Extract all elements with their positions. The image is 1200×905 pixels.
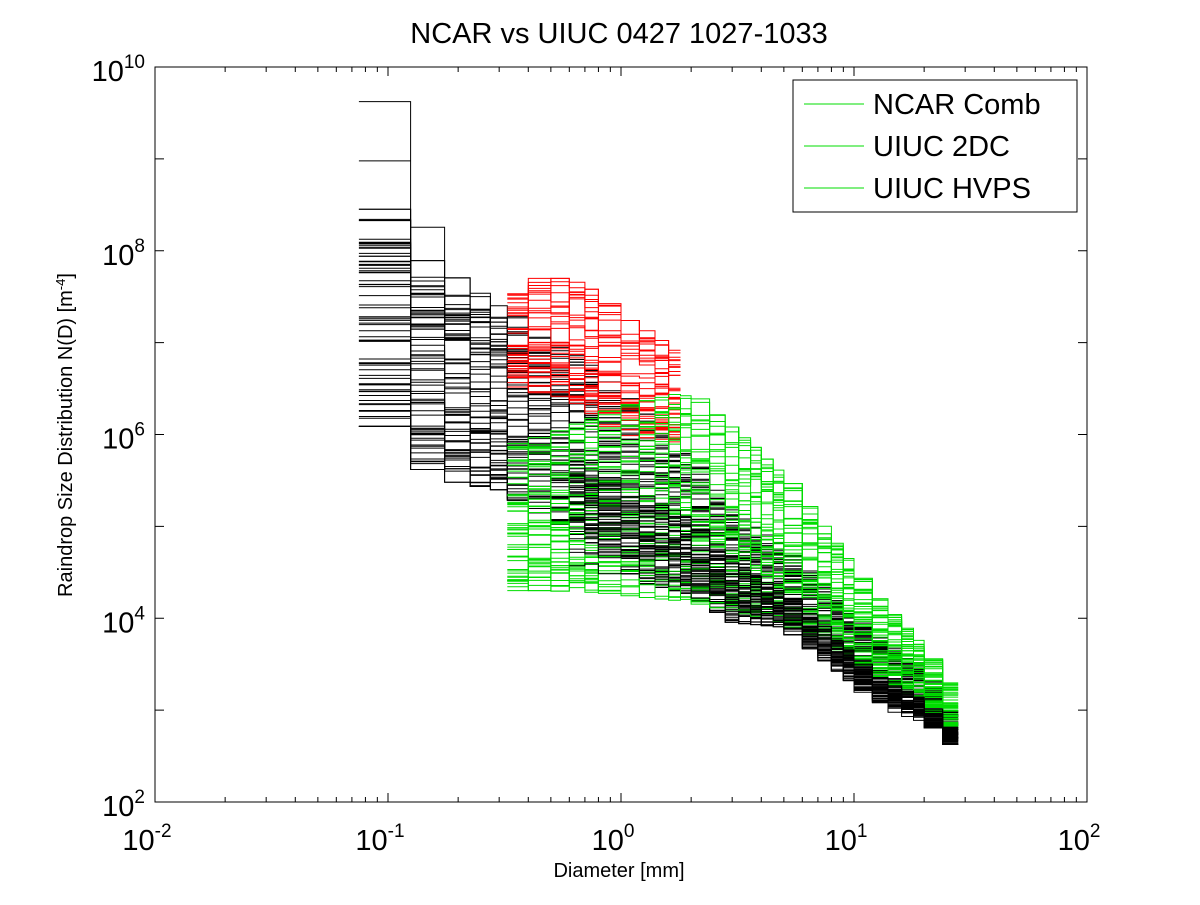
spectrum-line (569, 519, 959, 740)
y-tick-label: 104 (102, 603, 145, 639)
spectrum-line (358, 283, 959, 720)
legend: NCAR Comb UIUC 2DC UIUC HVPS (792, 79, 1078, 213)
y-tick-label-exp: 8 (134, 236, 145, 257)
y-tick-label-base: 10 (92, 56, 124, 88)
y-tick-label: 106 (102, 420, 145, 456)
y-tick-label: 1010 (92, 52, 145, 88)
x-tick-label-base: 10 (592, 825, 624, 857)
y-axis-label-sup: -4 (53, 279, 68, 291)
spectrum-line (358, 390, 959, 738)
y-tick-label-base: 10 (102, 424, 134, 456)
legend-label-uiuc-2dc: UIUC 2DC (873, 131, 1010, 163)
spectrum-line (569, 537, 959, 741)
data-layer (358, 101, 959, 745)
x-tick-label-base: 10 (122, 825, 154, 857)
x-axis-label: Diameter [mm] (553, 860, 684, 882)
spectrum-line (507, 315, 681, 391)
spectrum-line (507, 505, 959, 709)
spectrum-line (569, 514, 959, 735)
spectrum-line (569, 518, 959, 738)
x-tick-labels: 10-2 10-1 100 101 102 (122, 821, 1100, 857)
chart-title: NCAR vs UIUC 0427 1027-1033 (410, 18, 827, 50)
legend-entry-uiuc-hvps: UIUC HVPS (804, 173, 1031, 205)
y-axis-label: Raindrop Size Distribution N(D) [m-4] (53, 273, 78, 597)
legend-label-ncar-comb: NCAR Comb (873, 89, 1041, 121)
y-tick-label: 102 (102, 787, 145, 823)
x-tick-label-exp: 2 (1090, 821, 1101, 842)
spectrum-line (358, 267, 959, 723)
y-tick-label-base: 10 (102, 607, 134, 639)
y-tick-label: 108 (102, 236, 145, 272)
x-tick-label-exp: -2 (155, 821, 172, 842)
x-tick-label-exp: 1 (857, 821, 868, 842)
x-tick-label-exp: 0 (624, 821, 635, 842)
y-tick-label-exp: 6 (134, 420, 145, 441)
x-tick-label-base: 10 (1058, 825, 1090, 857)
spectrum-line (569, 519, 959, 739)
x-tick-label: 10-1 (355, 821, 404, 857)
legend-entry-ncar-comb: NCAR Comb (804, 89, 1041, 121)
spectrum-line (507, 394, 959, 684)
x-tick-label: 10-2 (122, 821, 171, 857)
spectrum-line (569, 550, 959, 744)
spectrum-line (569, 488, 959, 729)
spectrum-line (569, 518, 959, 737)
series-group-3 (569, 464, 959, 745)
y-tick-label-exp: 2 (134, 787, 145, 808)
x-tick-label: 100 (592, 821, 635, 857)
x-tick-label-base: 10 (355, 825, 387, 857)
x-tick-label-exp: -1 (388, 821, 405, 842)
spectrum-line (569, 563, 959, 745)
y-tick-label-base: 10 (102, 240, 134, 272)
spectrum-line-outlier (358, 101, 471, 316)
y-tick-label-base: 10 (102, 791, 134, 823)
spectrum-line (507, 342, 681, 399)
x-tick-label: 102 (1058, 821, 1101, 857)
spectrum-line (569, 516, 959, 735)
y-tick-label-exp: 10 (124, 52, 145, 73)
ticks-layer (154, 66, 1088, 803)
spectrum-line (507, 292, 681, 368)
legend-entry-uiuc-2dc: UIUC 2DC (804, 131, 1010, 163)
x-tick-label: 101 (825, 821, 868, 857)
x-tick-label-base: 10 (825, 825, 857, 857)
y-axis-label-close: ] (55, 273, 77, 279)
y-axis-label-main: Raindrop Size Distribution N(D) [m (55, 290, 77, 597)
y-tick-label-exp: 4 (134, 603, 145, 624)
legend-label-uiuc-hvps: UIUC HVPS (873, 173, 1031, 205)
